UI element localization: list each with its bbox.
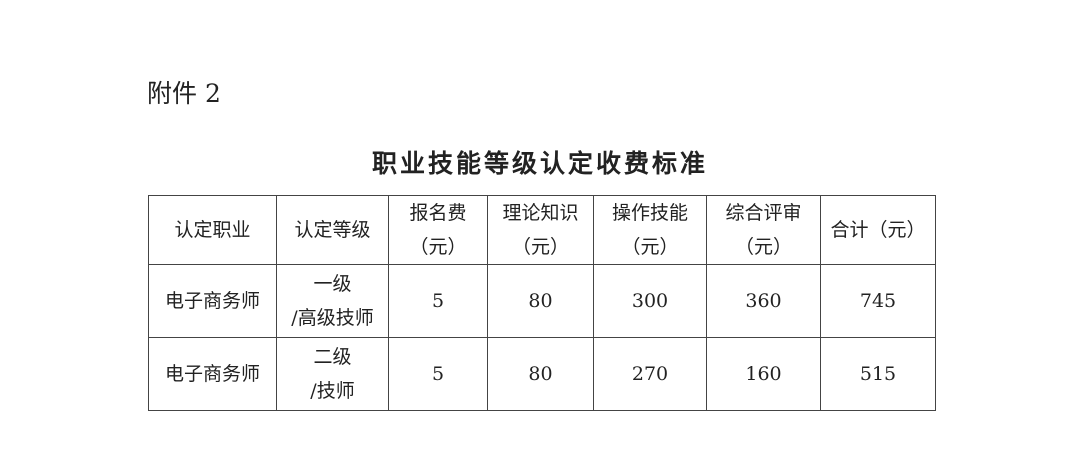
table-header-row: 认定职业 认定等级 报名费 （元） 理论知识 （元） 操作技能 （元） 综合评审 （元）…: [148, 195, 936, 265]
header-review: 综合评审 （元）: [706, 195, 821, 265]
cell-occupation: 电子商务师: [148, 337, 277, 411]
header-occupation: 认定职业: [148, 195, 277, 265]
cell-level: 二级/技师: [276, 337, 389, 411]
header-registration: 报名费 （元）: [388, 195, 488, 265]
cell-theory: 80: [487, 264, 594, 338]
cell-occupation: 电子商务师: [148, 264, 277, 338]
attachment-label: 附件 2: [147, 79, 221, 108]
cell-total: 745: [820, 264, 936, 338]
cell-level: 一级/高级技师: [276, 264, 389, 338]
cell-review: 160: [706, 337, 821, 411]
cell-practical: 270: [593, 337, 707, 411]
cell-theory: 80: [487, 337, 594, 411]
header-level: 认定等级: [276, 195, 389, 265]
header-total: 合计（元）: [820, 195, 936, 265]
table-row: 电子商务师 一级/高级技师 5 80 300 360 745: [148, 264, 936, 338]
fee-table: 认定职业 认定等级 报名费 （元） 理论知识 （元） 操作技能 （元） 综合评审 （元）…: [148, 195, 936, 411]
cell-review: 360: [706, 264, 821, 338]
cell-practical: 300: [593, 264, 707, 338]
header-practical: 操作技能 （元）: [593, 195, 707, 265]
header-theory: 理论知识 （元）: [487, 195, 594, 265]
table-row: 电子商务师 二级/技师 5 80 270 160 515: [148, 337, 936, 411]
cell-registration: 5: [388, 264, 488, 338]
cell-registration: 5: [388, 337, 488, 411]
document-title: 职业技能等级认定收费标准: [371, 149, 708, 178]
cell-total: 515: [820, 337, 936, 411]
